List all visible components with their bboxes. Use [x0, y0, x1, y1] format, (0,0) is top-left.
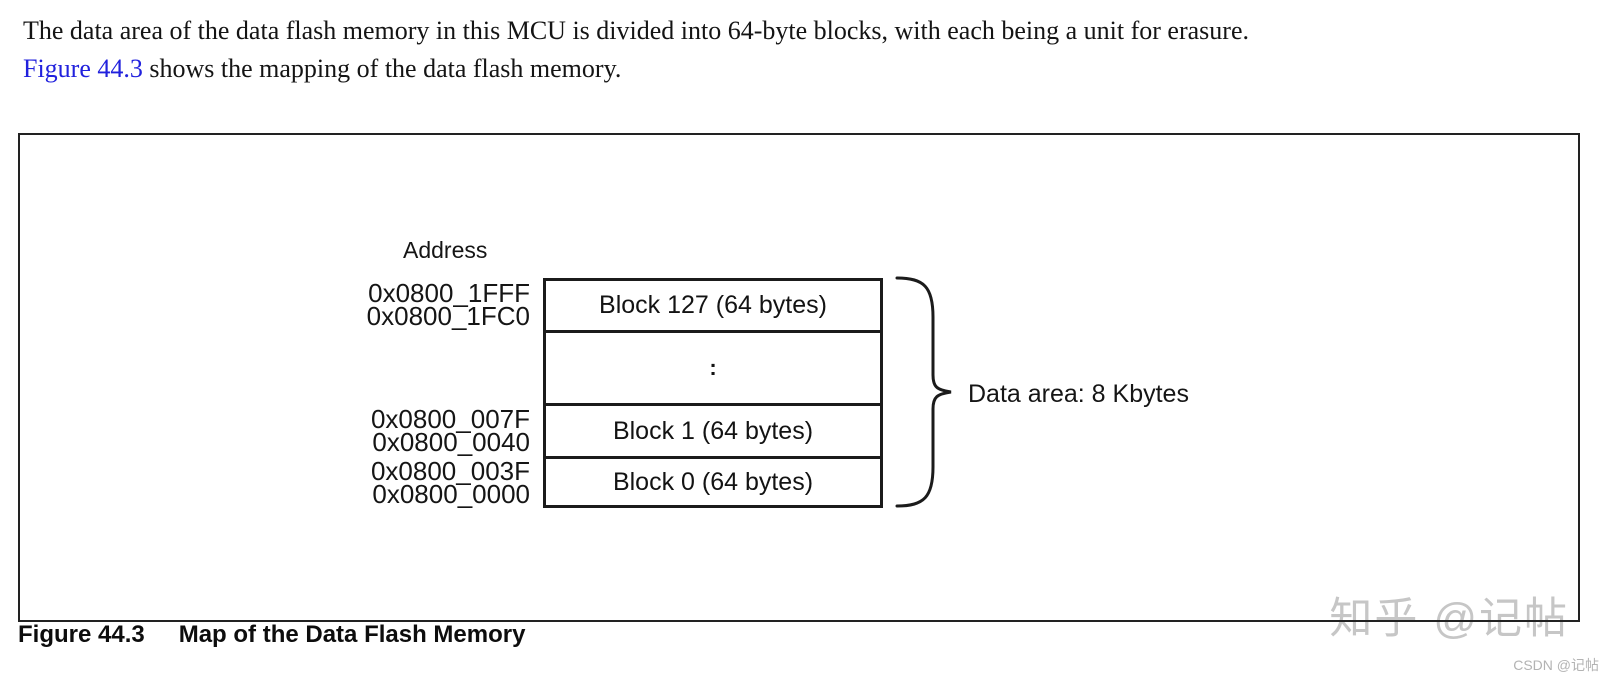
block-row-1: Block 1 (64 bytes) — [546, 403, 880, 456]
address-value: 0x0800_003F — [370, 456, 530, 486]
figure-caption-title: Map of the Data Flash Memory — [178, 621, 526, 648]
address-value: 0x0800_0000 — [372, 479, 530, 509]
intro-line-2: Figure 44.3 shows the mapping of the dat… — [23, 50, 1543, 88]
address-value: 0x0800_1FC0 — [366, 301, 530, 331]
zhihu-watermark: 知乎 @记帖 — [1329, 595, 1569, 643]
address-value: 0x0800_1FFF — [368, 278, 530, 308]
block-row-0: Block 0 (64 bytes) — [546, 456, 880, 505]
address-value: 0x0800_007F — [370, 404, 530, 434]
block-row-127: Block 127 (64 bytes) — [599, 291, 827, 319]
data-area-size-label: Data area: 8 Kbytes — [968, 380, 1189, 408]
intro-line-1: The data area of the data flash memory i… — [23, 16, 1249, 45]
intro-paragraph: The data area of the data flash memory i… — [23, 12, 1543, 88]
intro-line-2-rest: shows the mapping of the data flash memo… — [142, 54, 622, 83]
address-column-header: Address — [403, 237, 488, 263]
figure-frame — [18, 133, 1580, 622]
figure-44-3-link[interactable]: Figure 44.3 — [23, 54, 143, 83]
memory-block-stack: Block 127 (64 bytes) : Block 1 (64 bytes… — [543, 278, 883, 508]
figure-caption: Figure 44.3 Map of the Data Flash Memory — [18, 621, 525, 649]
address-range-block-1: 0x0800_007F 0x0800_0040 — [370, 404, 530, 457]
figure-caption-number: Figure 44.3 — [18, 621, 145, 648]
address-range-block-127: 0x0800_1FFF 0x0800_1FC0 — [366, 278, 530, 331]
curly-brace-icon — [895, 276, 952, 508]
address-range-block-0: 0x0800_003F 0x0800_0000 — [370, 456, 530, 509]
csdn-watermark: CSDN @记帖 — [1513, 657, 1599, 673]
address-value: 0x0800_0040 — [372, 427, 530, 457]
block-row-ellipsis: : — [546, 330, 880, 403]
